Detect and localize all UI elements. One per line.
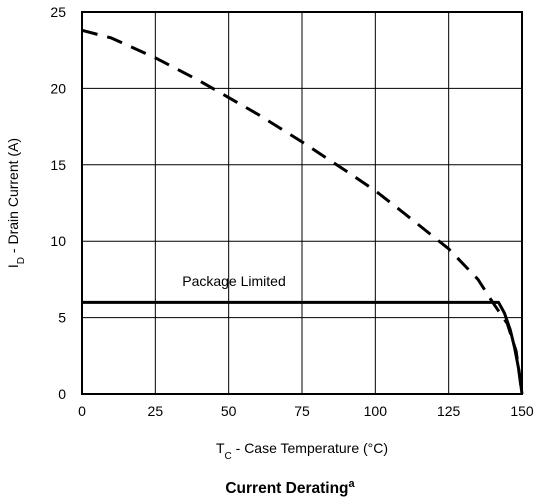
- y-axis-label-subscript: D: [16, 257, 27, 264]
- x-tick-label-150: 150: [510, 403, 534, 419]
- grid-lines: [82, 12, 522, 394]
- x-axis-label-subscript: C: [225, 451, 232, 462]
- x-tick-label-0: 0: [78, 403, 86, 419]
- x-axis-label-rest: - Case Temperature (°C): [232, 440, 388, 456]
- x-tick-label-125: 125: [437, 403, 461, 419]
- y-tick-label-5: 5: [58, 310, 66, 326]
- y-tick-label-0: 0: [58, 386, 66, 402]
- chart-title: Current Deratinga: [225, 478, 355, 497]
- series-layer: [81, 28, 524, 395]
- x-axis-label-main: T: [216, 440, 225, 456]
- y-axis-label: ID - Drain Current (A): [5, 138, 27, 268]
- plot-frame: [81, 11, 523, 395]
- y-tick-labels: 0 5 10 15 20 25: [50, 4, 66, 402]
- y-tick-label-15: 15: [50, 157, 66, 173]
- x-tick-label-75: 75: [294, 403, 310, 419]
- x-tick-label-100: 100: [364, 403, 388, 419]
- chart-title-text: Current Derating: [225, 480, 348, 497]
- y-tick-label-20: 20: [50, 80, 66, 96]
- x-tick-label-25: 25: [148, 403, 164, 419]
- x-tick-label-50: 50: [221, 403, 237, 419]
- annotation-package-limited: Package Limited: [182, 273, 286, 289]
- series-line-dashed: [81, 28, 524, 395]
- y-tick-label-10: 10: [50, 233, 66, 249]
- x-axis-label: TC - Case Temperature (°C): [216, 440, 388, 462]
- x-tick-labels: 0 25 50 75 100 125 150: [78, 403, 534, 419]
- chart-title-superscript: a: [349, 478, 356, 490]
- y-axis-label-main: I: [5, 264, 21, 268]
- series-line-package-limited: [82, 300, 524, 395]
- y-axis-label-rest: - Drain Current (A): [5, 138, 21, 257]
- y-tick-label-25: 25: [50, 4, 66, 20]
